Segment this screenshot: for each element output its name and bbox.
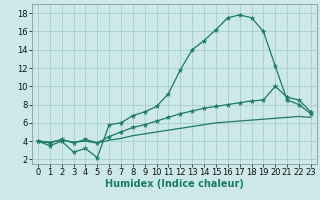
- X-axis label: Humidex (Indice chaleur): Humidex (Indice chaleur): [105, 179, 244, 189]
